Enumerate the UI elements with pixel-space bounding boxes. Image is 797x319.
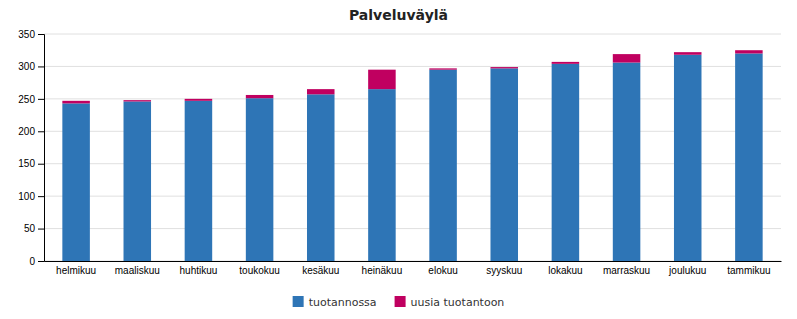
bar xyxy=(735,53,763,261)
y-tick: 50 xyxy=(24,223,44,234)
bars xyxy=(62,50,762,261)
title: Palveluväylä xyxy=(349,7,448,23)
bar xyxy=(62,101,90,104)
y-tick-label: 350 xyxy=(18,29,35,40)
y-tick-label: 200 xyxy=(18,126,35,137)
grid-line xyxy=(44,163,781,164)
y-tick: 150 xyxy=(18,158,44,169)
y-tick-label: 0 xyxy=(29,256,35,267)
x-tick-label: kesäkuu xyxy=(302,265,339,276)
grid-line xyxy=(44,196,781,197)
x-tick: syyskuu xyxy=(486,265,522,276)
bar xyxy=(674,52,702,55)
x-tick: heinäkuu xyxy=(362,265,403,276)
series xyxy=(62,53,762,261)
y-tick-label: 150 xyxy=(18,158,35,169)
x-tick: marraskuu xyxy=(603,265,650,276)
x-tick-label: lokakuu xyxy=(548,265,582,276)
y-tick: 100 xyxy=(18,191,44,202)
x-tick: helmikuu xyxy=(56,265,96,276)
bar xyxy=(429,68,457,69)
x-tick-label: tammikuu xyxy=(727,265,770,276)
bar xyxy=(62,103,90,261)
y-axis: 0 50 100 150 200 250 300 350 xyxy=(18,29,44,267)
legend-item: uusia tuotantoon xyxy=(395,296,505,309)
grid-line xyxy=(44,98,781,99)
x-tick: tammikuu xyxy=(727,265,770,276)
chart: Palveluväylä 0 50 100 150 200 250 300 350 helmiku… xyxy=(0,0,797,319)
bar xyxy=(307,89,335,94)
legend-item: tuotannossa xyxy=(293,296,377,309)
x-axis-line xyxy=(45,261,782,262)
legend-label: tuotannossa xyxy=(309,296,377,309)
y-tick: 350 xyxy=(18,29,44,40)
y-tick-mark xyxy=(38,229,44,230)
grid-line xyxy=(44,34,781,35)
x-tick: elokuu xyxy=(428,265,457,276)
bar xyxy=(613,54,641,62)
y-tick-label: 50 xyxy=(24,223,36,234)
bar xyxy=(429,70,457,261)
y-tick-mark xyxy=(38,66,44,67)
grid-line xyxy=(44,228,781,229)
x-tick-label: toukokuu xyxy=(239,265,280,276)
x-tick-label: syyskuu xyxy=(486,265,522,276)
y-axis-line xyxy=(38,35,45,262)
y-tick: 200 xyxy=(18,126,44,137)
grid-line xyxy=(44,131,781,132)
x-tick-label: helmikuu xyxy=(56,265,96,276)
bar xyxy=(490,67,518,68)
grid xyxy=(44,34,781,261)
y-tick: 0 xyxy=(29,256,44,267)
y-tick-mark xyxy=(38,164,44,165)
x-tick-label: joulukuu xyxy=(668,265,706,276)
y-tick-mark xyxy=(38,131,44,132)
bar xyxy=(124,101,152,261)
y-tick-label: 300 xyxy=(18,61,35,72)
bar xyxy=(613,63,641,261)
y-tick: 300 xyxy=(18,61,44,72)
x-tick-label: marraskuu xyxy=(603,265,650,276)
x-tick: kesäkuu xyxy=(302,265,339,276)
y-tick: 250 xyxy=(18,94,44,105)
x-tick-label: huhtikuu xyxy=(180,265,218,276)
bar xyxy=(368,70,396,89)
bar xyxy=(735,50,763,53)
bar xyxy=(368,89,396,261)
x-tick: joulukuu xyxy=(668,265,706,276)
bar xyxy=(674,55,702,261)
legend: tuotannossa uusia tuotantoon xyxy=(293,296,505,309)
x-tick-label: heinäkuu xyxy=(362,265,403,276)
y-tick-mark xyxy=(38,99,44,100)
x-tick-label: maaliskuu xyxy=(115,265,160,276)
bar xyxy=(307,94,335,261)
x-tick-label: elokuu xyxy=(428,265,457,276)
legend-swatch xyxy=(293,296,304,307)
y-tick-label: 100 xyxy=(18,191,35,202)
y-tick-label: 250 xyxy=(18,94,35,105)
series xyxy=(62,50,762,103)
y-tick-mark xyxy=(38,261,44,262)
plot: 0 50 100 150 200 250 300 350 helmikuu maaliskuu hu… xyxy=(18,29,781,276)
grid-line xyxy=(44,261,781,262)
bar xyxy=(246,95,274,98)
x-tick: maaliskuu xyxy=(115,265,160,276)
bar xyxy=(124,100,152,101)
legend-swatch xyxy=(395,296,406,307)
x-tick: toukokuu xyxy=(239,265,280,276)
grid-line xyxy=(44,66,781,67)
bar xyxy=(552,62,580,64)
legend-label: uusia tuotantoon xyxy=(411,296,505,309)
bar xyxy=(552,64,580,261)
bar xyxy=(185,99,213,101)
bar xyxy=(490,68,518,261)
bar xyxy=(246,98,274,261)
x-axis: helmikuu maaliskuu huhtikuu toukokuu kesäkuu… xyxy=(45,262,782,277)
y-tick-mark xyxy=(38,196,44,197)
y-tick-mark xyxy=(38,34,44,35)
x-tick: huhtikuu xyxy=(180,265,218,276)
x-tick: lokakuu xyxy=(548,265,582,276)
bar xyxy=(185,101,213,261)
